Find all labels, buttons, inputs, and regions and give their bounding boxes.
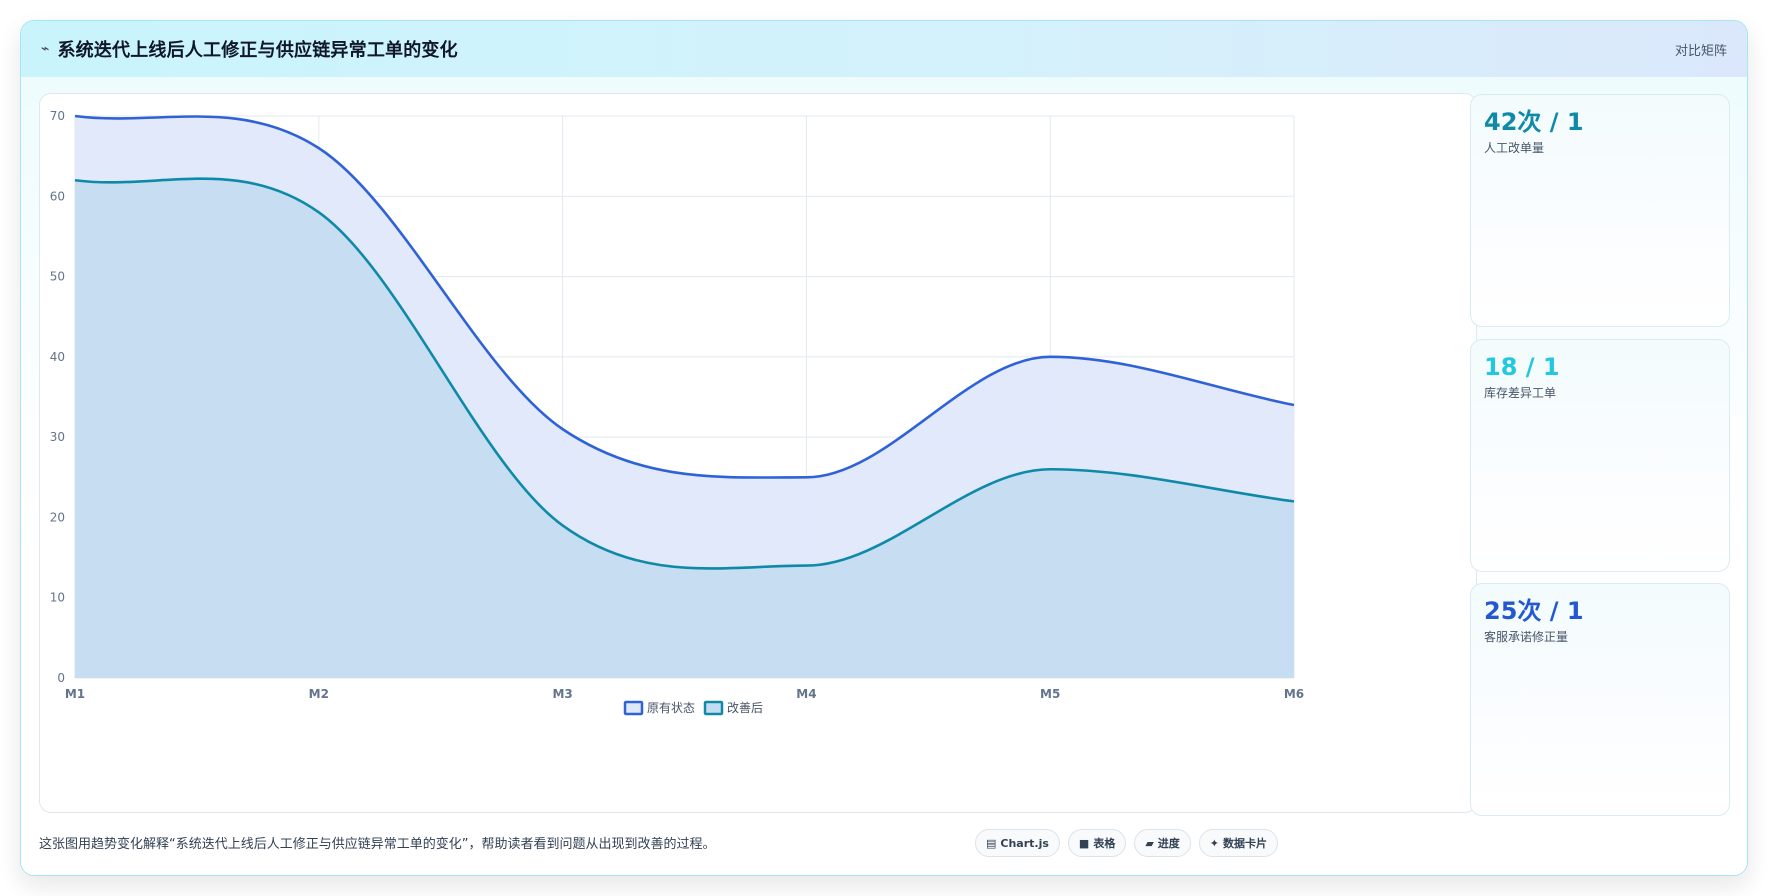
x-tick-label: M4 xyxy=(796,687,816,701)
area-chart: 0 10 20 30 40 50 60 70 M1 M2 M3 M4 M5 M6 原有状态 改善后 xyxy=(50,109,1304,716)
tag-label: 进度 xyxy=(1157,837,1180,850)
progress-icon: ▰ xyxy=(1145,836,1154,850)
y-tick-label: 70 xyxy=(50,109,65,123)
x-tick-label: M5 xyxy=(1040,687,1060,701)
panel-header: ⌁ 系统迭代上线后人工修正与供应链异常工单的变化 对比矩阵 xyxy=(21,21,1747,77)
kpi-card-inventory-tickets: 18 / 1 库存差异工单 xyxy=(1470,339,1730,572)
series-area-1 xyxy=(75,178,1294,678)
kpi-value: 25次 / 1 xyxy=(1484,597,1584,625)
chart-card: 0 10 20 30 40 50 60 70 M1 M2 M3 M4 M5 M6 原有状态 改善后 xyxy=(39,93,1477,813)
kpi-label: 客服承诺修正量 xyxy=(1484,630,1569,644)
x-tick-label: M2 xyxy=(309,687,329,701)
tag-label: 数据卡片 xyxy=(1223,837,1268,850)
y-tick-label: 10 xyxy=(50,591,65,605)
kpi-label: 人工改单量 xyxy=(1484,141,1545,155)
dashboard-panel: ⌁ 系统迭代上线后人工修正与供应链异常工单的变化 对比矩阵 0 10 20 30 40 5… xyxy=(20,20,1748,876)
series-line-0 xyxy=(74,114,1295,479)
wave-icon: ⌁ xyxy=(41,41,50,57)
y-tick-label: 60 xyxy=(50,189,65,203)
x-tick-label: M6 xyxy=(1284,687,1304,701)
y-tick-label: 30 xyxy=(50,430,65,444)
x-tick-label: M3 xyxy=(552,687,572,701)
legend-swatch xyxy=(623,700,644,716)
tag-list: ▤ Chart.js ■ 表格 ▰ 进度 ✦ 数据卡片 xyxy=(975,829,1279,857)
legend-swatch xyxy=(703,700,724,716)
y-tick-label: 0 xyxy=(57,671,65,685)
kpi-value: 18 / 1 xyxy=(1484,353,1560,381)
tag-progress[interactable]: ▰ 进度 xyxy=(1134,829,1191,857)
chart-description: 这张图用趋势变化解释“系统迭代上线后人工修正与供应链异常工单的变化”，帮助读者看… xyxy=(39,837,716,852)
tag-label: 表格 xyxy=(1093,837,1116,850)
table-icon: ■ xyxy=(1078,836,1090,850)
x-tick-label: M1 xyxy=(65,687,85,701)
y-tick-label: 20 xyxy=(50,510,65,524)
tag-chartjs[interactable]: ▤ Chart.js xyxy=(975,829,1060,857)
tag-label: Chart.js xyxy=(1000,836,1049,850)
kpi-card-service-corrections: 25次 / 1 客服承诺修正量 xyxy=(1470,583,1730,816)
y-tick-label: 40 xyxy=(50,350,65,364)
kpi-card-manual-edits: 42次 / 1 人工改单量 xyxy=(1470,94,1730,327)
sparkle-icon: ✦ xyxy=(1209,836,1220,850)
tag-data-cards[interactable]: ✦ 数据卡片 xyxy=(1198,829,1279,857)
series-line-1 xyxy=(74,177,1295,570)
tag-table[interactable]: ■ 表格 xyxy=(1067,829,1127,857)
y-tick-label: 50 xyxy=(50,270,65,284)
comparison-matrix-label[interactable]: 对比矩阵 xyxy=(1674,43,1727,59)
legend-label: 改善后 xyxy=(727,700,763,715)
legend-label: 原有状态 xyxy=(647,701,695,715)
kpi-label: 库存差异工单 xyxy=(1484,386,1557,400)
panel-title: 系统迭代上线后人工修正与供应链异常工单的变化 xyxy=(57,40,458,61)
chart-icon: ▤ xyxy=(986,836,997,850)
kpi-value: 42次 / 1 xyxy=(1484,108,1584,136)
